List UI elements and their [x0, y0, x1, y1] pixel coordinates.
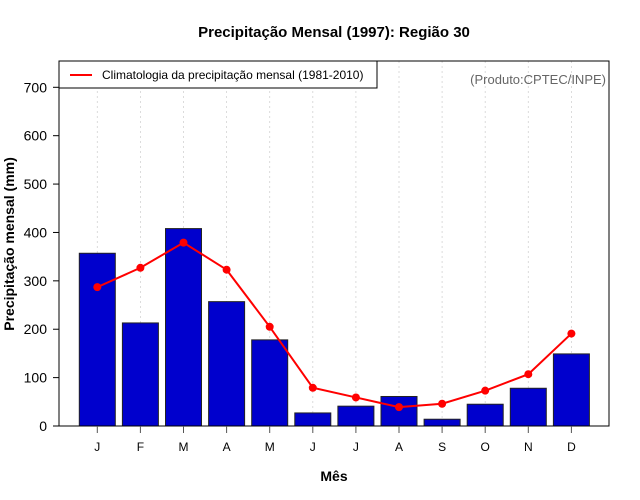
- x-tick-label: N: [524, 440, 533, 454]
- bar-1[interactable]: [121, 322, 159, 427]
- y-tick-label: 600: [24, 128, 48, 144]
- x-tick-label: J: [94, 440, 100, 454]
- climatology-point-8[interactable]: [438, 399, 447, 408]
- climatology-point-0[interactable]: [93, 283, 102, 292]
- product-credit: (Produto:CPTEC/INPE): [470, 72, 606, 87]
- bars-layer: [78, 228, 590, 427]
- x-tick-label: O: [481, 440, 490, 454]
- climatology-point-7[interactable]: [395, 403, 403, 412]
- y-tick-label: 0: [39, 418, 47, 434]
- x-tick-label: A: [223, 440, 231, 454]
- bar-10[interactable]: [509, 387, 547, 427]
- climatology-point-10[interactable]: [524, 370, 533, 379]
- climatology-point-5[interactable]: [308, 383, 317, 392]
- bar-8[interactable]: [423, 418, 461, 427]
- bar-9[interactable]: [466, 403, 504, 427]
- x-tick-label: J: [310, 440, 316, 454]
- bar-7[interactable]: [380, 395, 418, 427]
- y-tick-label: 200: [24, 321, 48, 337]
- y-tick-label: 700: [24, 79, 48, 95]
- x-tick-label: A: [395, 440, 403, 454]
- climatology-point-1[interactable]: [136, 263, 145, 272]
- climatology-point-4[interactable]: [265, 322, 274, 331]
- x-tick-label: M: [265, 440, 275, 454]
- y-tick-label: 100: [24, 370, 48, 386]
- bar-6[interactable]: [337, 405, 375, 427]
- bar-0[interactable]: [78, 252, 116, 427]
- bar-2[interactable]: [165, 228, 202, 427]
- y-tick-label: 300: [24, 273, 48, 289]
- y-tick-label: 400: [24, 224, 48, 240]
- x-axis-title: Mês: [320, 468, 347, 484]
- climatology-point-2[interactable]: [179, 238, 188, 247]
- legend-label-climatology: Climatologia da precipitação mensal (198…: [102, 68, 363, 82]
- grid-layer: [96, 61, 572, 426]
- climatology-point-6[interactable]: [351, 393, 360, 402]
- x-tick-label: D: [567, 440, 576, 454]
- x-tick-label: M: [179, 440, 189, 454]
- y-axis: 0 100 200 300 400 500 600 700: [24, 79, 60, 434]
- legend[interactable]: Climatologia da precipitação mensal (198…: [58, 60, 378, 89]
- x-tick-label: J: [353, 440, 359, 454]
- bar-5[interactable]: [294, 412, 332, 427]
- bar-3[interactable]: [208, 301, 246, 427]
- y-axis-title: Precipitação mensal (mm): [1, 157, 17, 331]
- y-tick-label: 500: [24, 176, 48, 192]
- x-tick-label: F: [137, 440, 144, 454]
- climatology-point-9[interactable]: [481, 386, 490, 395]
- bar-11[interactable]: [552, 353, 590, 427]
- x-tick-label: S: [438, 440, 446, 454]
- bar-4[interactable]: [251, 339, 289, 427]
- climatology-line: [96, 241, 573, 409]
- legend-box: [58, 60, 378, 89]
- climatology-point-3[interactable]: [222, 265, 231, 274]
- climatology-point-11[interactable]: [567, 329, 576, 338]
- chart-title: Precipitação Mensal (1997): Região 30: [198, 24, 470, 41]
- climatology-line-layer: [93, 238, 576, 412]
